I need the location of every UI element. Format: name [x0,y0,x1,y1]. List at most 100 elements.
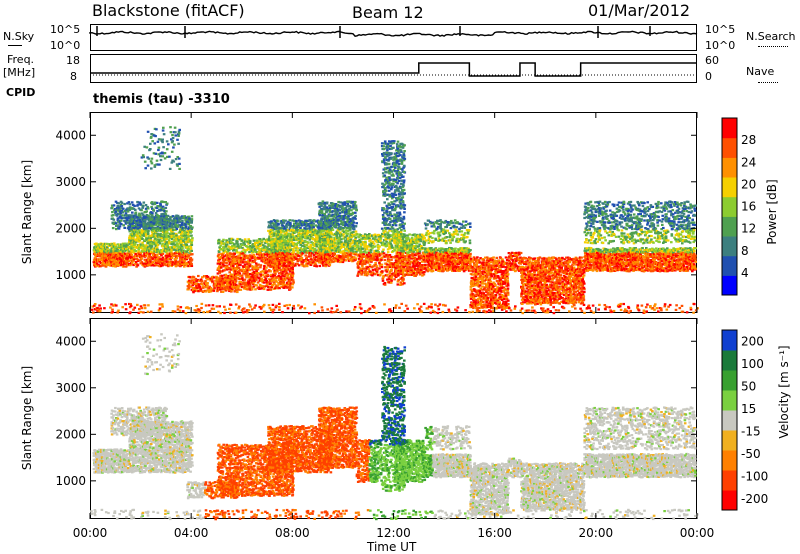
power-cell [147,230,150,232]
power-cell [121,217,124,219]
power-cell [156,160,159,162]
power-cell [115,209,118,211]
power-cell [147,165,150,167]
power-cell [239,273,242,275]
power-cell [228,271,231,273]
power-cell [162,155,165,157]
power-cell [158,147,161,149]
power-cell [232,265,235,267]
power-cell [176,163,179,165]
power-cell [191,244,194,246]
power-cell [133,205,136,207]
power-cell [173,144,176,146]
power-cell [113,204,116,206]
power-cell [174,131,177,133]
power-cell [141,257,144,259]
power-cell [155,153,158,155]
power-cell [171,134,174,136]
power-cell [223,285,226,287]
power-cell [174,127,177,129]
power-cell [126,219,129,221]
power-cell [172,229,175,231]
power-cell [148,158,151,160]
power-cell [190,222,193,224]
power-cell [166,140,169,142]
power-cell [171,151,174,153]
power-cell [235,249,238,251]
power-cell [152,228,155,230]
power-cell [242,268,245,270]
power-cell [145,204,148,206]
power-cell [184,223,187,225]
power-cell [223,247,226,249]
power-cell [129,214,132,216]
power-cell [236,241,239,243]
power-cell [135,250,138,252]
power-cell [236,238,239,240]
power-cell [139,217,142,219]
power-cell [175,158,178,160]
power-cell [202,285,205,287]
power-cell [226,265,229,267]
power-cell [144,161,147,163]
power-cell [164,152,167,154]
power-cell [226,244,229,246]
power-cell [149,227,152,229]
power-cell [222,291,225,293]
power-cell [150,167,153,169]
power-cell [131,201,134,203]
power-cell [156,246,159,248]
power-cell [122,208,125,210]
power-cell [122,224,125,226]
power-cell [158,164,161,166]
power-cell [151,245,154,247]
power-cell [232,239,235,241]
power-cell [206,278,209,280]
power-cell [142,205,145,207]
power-cell [137,204,140,206]
power-cell [211,278,214,280]
power-cell [162,257,165,259]
power-cell [190,250,193,252]
power-cell [198,286,201,288]
power-cell [135,213,138,215]
power-cell [225,274,228,276]
power-cell [120,220,123,222]
power-cell [162,127,165,129]
power-cell [120,223,123,225]
power-cell [153,223,156,225]
power-cell [190,241,193,243]
power-cell [191,218,194,220]
power-cell [144,223,147,225]
power-cell [217,253,220,255]
power-cell [213,276,216,278]
power-cell [152,209,155,211]
power-cell [137,248,140,250]
power-cell [165,210,168,212]
power-cell [236,251,239,253]
power-cell [142,154,145,156]
power-cell [191,215,194,217]
power-cell [115,246,118,248]
power-cell [156,202,159,204]
power-cell [235,280,238,282]
power-cell [137,259,140,261]
power-cell [166,148,169,150]
power-cell [160,240,163,242]
power-cell [201,283,204,285]
power-cell [140,209,143,211]
power-cell [220,287,223,289]
power-cell [111,207,114,209]
power-cell [225,246,228,248]
power-cell [113,219,116,221]
power-cell [144,220,147,222]
power-cell [154,135,157,137]
power-cell [169,168,172,170]
power-cell [160,159,163,161]
power-cell [165,207,168,209]
power-cell [156,222,159,224]
power-cell [143,202,146,204]
power-cell [130,228,133,230]
power-cell [219,245,222,247]
power-cell [222,239,225,241]
